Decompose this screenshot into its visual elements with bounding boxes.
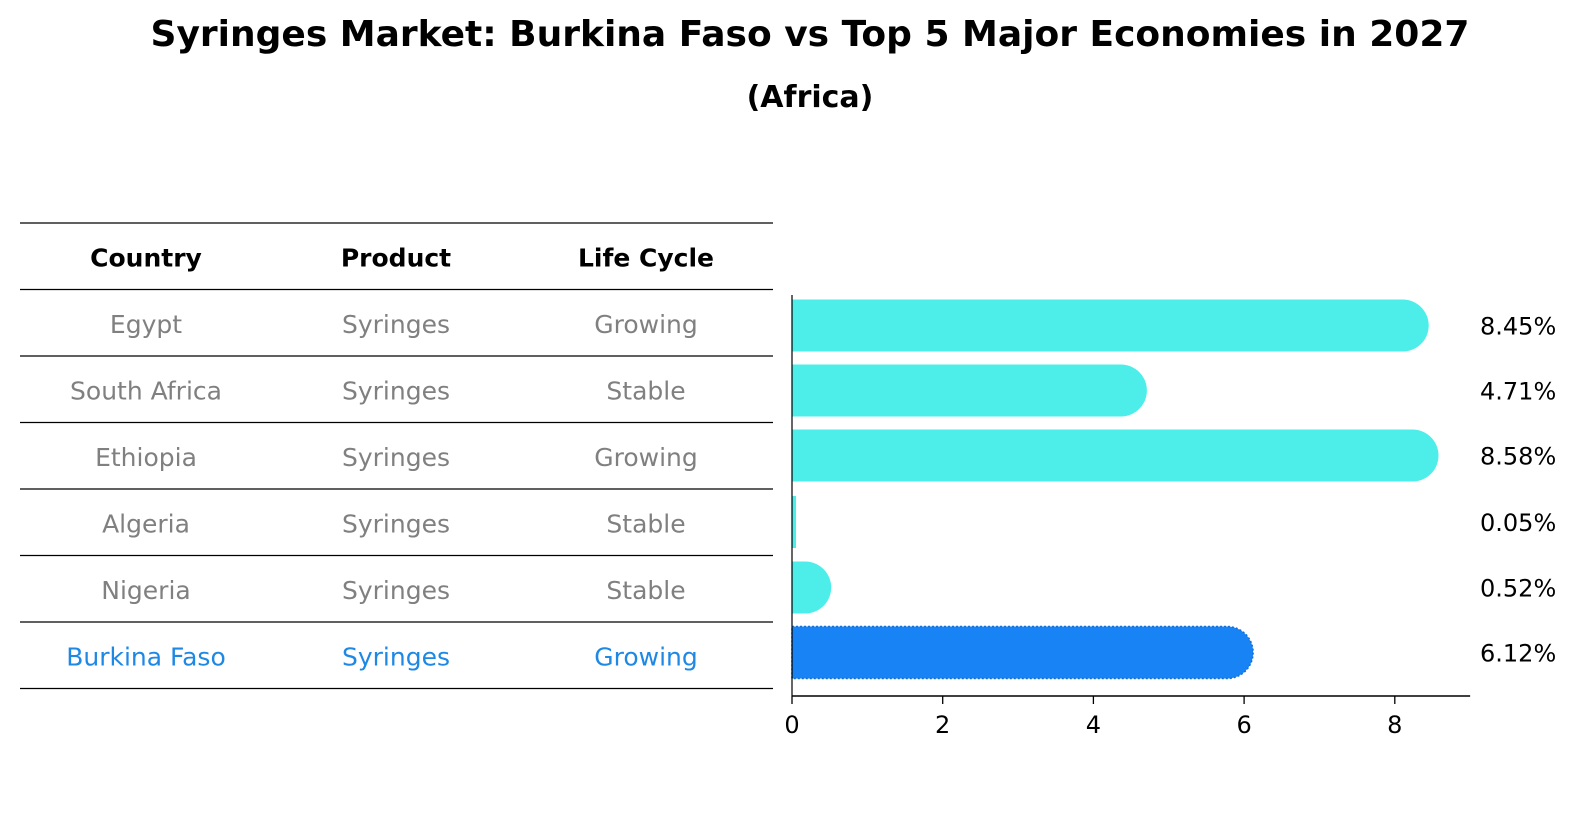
bar — [792, 561, 832, 614]
table-cell: Stable — [606, 376, 685, 405]
data-label: 4.71% — [1480, 378, 1556, 406]
table-cell: Growing — [594, 443, 698, 472]
table-cell: Algeria — [102, 509, 190, 538]
bar — [792, 299, 1429, 352]
table-cell: Stable — [606, 576, 685, 605]
table-cell: Syringes — [342, 576, 450, 605]
table-cell: South Africa — [70, 376, 222, 405]
data-label: 6.12% — [1480, 640, 1556, 668]
data-label: 8.58% — [1480, 443, 1556, 471]
data-table: Country Product Life Cycle Egypt Syringes Gro… — [20, 222, 773, 690]
bar — [791, 625, 1254, 680]
table-cell: Syringes — [342, 642, 450, 671]
x-tick-label: 6 — [1236, 711, 1251, 739]
x-tick-label: 2 — [935, 711, 950, 739]
chart-title: Syringes Market: Burkina Faso vs Top 5 M… — [150, 14, 1470, 55]
table-header-cell: Product — [341, 243, 451, 272]
table-header-cell: Life Cycle — [578, 243, 714, 272]
chart-subtitle: (Africa) — [746, 80, 874, 115]
table-cell: Stable — [606, 509, 685, 538]
x-tick-label: 8 — [1387, 711, 1402, 739]
table-header-cell: Country — [90, 243, 202, 272]
data-label: 0.52% — [1480, 575, 1556, 603]
bar-chart: 8.45% 4.71% 8.58% 0.05% 0.52% 6.12% 0 2 4 6 8 — [784, 295, 1556, 739]
x-tick-label: 4 — [1086, 711, 1101, 739]
table-cell: Egypt — [110, 310, 182, 339]
table-cell: Syringes — [342, 509, 450, 538]
bar — [792, 364, 1147, 417]
table-cell: Growing — [594, 310, 698, 339]
table-cell: Burkina Faso — [66, 642, 226, 671]
data-label: 8.45% — [1480, 313, 1556, 341]
table-cell: Nigeria — [101, 576, 190, 605]
table-cell: Syringes — [342, 376, 450, 405]
table-cell: Syringes — [342, 310, 450, 339]
data-label: 0.05% — [1480, 509, 1556, 537]
bar — [792, 496, 796, 548]
table-cell: Syringes — [342, 443, 450, 472]
x-tick-label: 0 — [784, 711, 799, 739]
table-cell: Ethiopia — [95, 443, 197, 472]
bar — [792, 429, 1439, 482]
table-cell: Growing — [594, 642, 698, 671]
